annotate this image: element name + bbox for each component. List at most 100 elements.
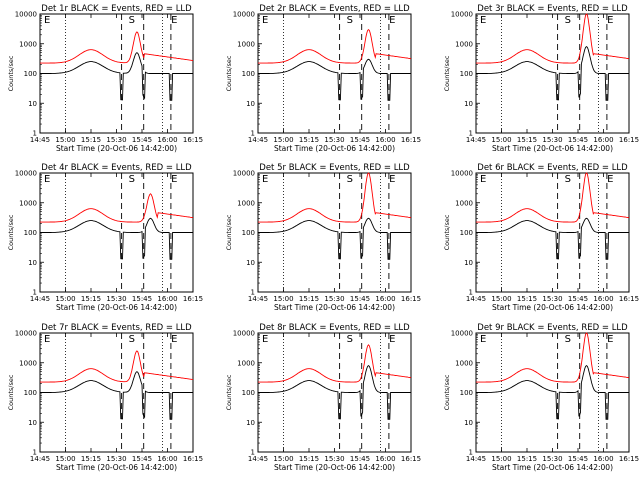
lld-series-line <box>40 350 194 383</box>
x-tick-label: 15:15 <box>299 455 319 463</box>
x-tick-label: 14:45 <box>30 455 50 463</box>
x-tick-label: 16:15 <box>619 295 639 303</box>
y-tick-label: 100 <box>242 70 255 78</box>
y-tick-label: 10000 <box>233 330 255 338</box>
y-tick-label: 10000 <box>451 170 473 178</box>
y-tick-label: 1000 <box>237 40 255 48</box>
lld-series-line <box>476 13 630 64</box>
x-tick-label: 15:30 <box>542 295 562 303</box>
x-tick-label: 15:45 <box>568 295 588 303</box>
events-series-line <box>476 364 629 420</box>
marker-label-s: S <box>129 334 135 345</box>
x-tick-label: 14:45 <box>466 295 486 303</box>
plot-frame <box>475 332 630 453</box>
panel-5r: Det 5r BLACK = Events, RED = LLD Counts/s… <box>225 163 421 312</box>
y-tick-label: 1000 <box>455 359 473 367</box>
y-tick-label: 1000 <box>237 199 255 207</box>
x-tick-label: 15:15 <box>299 136 319 144</box>
x-tick-label: 16:00 <box>157 295 177 303</box>
x-tick-label: 15:45 <box>132 136 152 144</box>
panel-3r: Det 3r BLACK = Events, RED = LLD Counts/s… <box>443 4 639 153</box>
y-tick-label: 100 <box>242 229 255 237</box>
marker-label-e: E <box>607 174 613 185</box>
lld-series-line <box>40 193 194 223</box>
x-tick-label: 15:30 <box>324 455 344 463</box>
events-series-line <box>258 364 411 420</box>
y-tick-label: 10 <box>246 419 255 427</box>
marker-label-e: E <box>171 334 177 345</box>
corner-marker-label: E <box>262 174 268 185</box>
y-tick-label: 1 <box>469 449 473 457</box>
marker-label-e: E <box>389 334 395 345</box>
x-tick-label: 16:00 <box>593 455 613 463</box>
marker-label-e: E <box>389 15 395 26</box>
x-tick-label: 15:15 <box>517 455 537 463</box>
panel-8r: Det 8r BLACK = Events, RED = LLD Counts/s… <box>225 323 421 472</box>
y-axis-label: Counts/sec <box>7 374 15 410</box>
marker-label-s: S <box>347 334 353 345</box>
x-tick-label: 15:45 <box>132 295 152 303</box>
x-tick-label: 15:00 <box>273 455 293 463</box>
x-axis-label: Start Time (20-Oct-06 14:42:00) <box>492 144 613 153</box>
panel-9r: Det 9r BLACK = Events, RED = LLD Counts/s… <box>443 323 639 472</box>
y-tick-label: 10000 <box>233 170 255 178</box>
y-axis-label: Counts/sec <box>225 55 233 91</box>
x-tick-label: 15:45 <box>568 136 588 144</box>
marker-label-s: S <box>565 15 571 26</box>
panel-4r: Det 4r BLACK = Events, RED = LLD Counts/s… <box>7 163 203 312</box>
panel-6r: Det 6r BLACK = Events, RED = LLD Counts/s… <box>443 163 639 312</box>
x-tick-label: 15:00 <box>491 136 511 144</box>
x-tick-label: 16:15 <box>401 455 421 463</box>
x-axis-label: Start Time (20-Oct-06 14:42:00) <box>274 144 395 153</box>
x-tick-label: 15:15 <box>517 295 537 303</box>
x-axis-label: Start Time (20-Oct-06 14:42:00) <box>56 303 177 312</box>
y-tick-label: 100 <box>460 389 473 397</box>
x-tick-label: 15:45 <box>350 136 370 144</box>
y-axis-label: Counts/sec <box>443 214 451 250</box>
x-tick-label: 15:30 <box>106 295 126 303</box>
plot-frame <box>39 172 194 293</box>
x-tick-label: 15:15 <box>81 136 101 144</box>
x-tick-label: 15:00 <box>273 295 293 303</box>
x-tick-label: 15:15 <box>81 295 101 303</box>
y-tick-label: 10 <box>464 100 473 108</box>
x-tick-label: 16:00 <box>375 136 395 144</box>
x-axis-label: Start Time (20-Oct-06 14:42:00) <box>492 303 613 312</box>
y-tick-label: 100 <box>460 229 473 237</box>
x-tick-label: 16:15 <box>183 136 203 144</box>
panel-title: Det 4r BLACK = Events, RED = LLD <box>41 163 192 173</box>
x-tick-label: 15:30 <box>542 455 562 463</box>
y-tick-label: 10 <box>28 419 37 427</box>
y-tick-label: 10000 <box>15 170 37 178</box>
events-series-line <box>476 45 629 101</box>
x-axis-label: Start Time (20-Oct-06 14:42:00) <box>492 463 613 472</box>
corner-marker-label: E <box>480 174 486 185</box>
y-tick-label: 10 <box>246 100 255 108</box>
panel-title: Det 2r BLACK = Events, RED = LLD <box>259 4 410 14</box>
x-tick-label: 15:15 <box>517 136 537 144</box>
y-tick-label: 1 <box>469 130 473 138</box>
y-tick-label: 10 <box>464 259 473 267</box>
x-tick-label: 15:00 <box>491 295 511 303</box>
corner-marker-label: E <box>262 15 268 26</box>
panel-title: Det 8r BLACK = Events, RED = LLD <box>259 323 410 333</box>
x-tick-label: 15:00 <box>55 455 75 463</box>
corner-marker-label: E <box>44 15 50 26</box>
x-tick-label: 15:45 <box>350 295 370 303</box>
plot-frame <box>257 13 412 134</box>
y-tick-label: 10000 <box>233 11 255 19</box>
y-tick-label: 1 <box>469 289 473 297</box>
marker-label-s: S <box>347 15 353 26</box>
marker-label-s: S <box>129 15 135 26</box>
lld-series-line <box>476 172 630 223</box>
x-tick-label: 14:45 <box>248 136 268 144</box>
x-tick-label: 15:30 <box>324 136 344 144</box>
x-tick-label: 14:45 <box>30 136 50 144</box>
y-tick-label: 1000 <box>455 199 473 207</box>
x-tick-label: 16:00 <box>375 455 395 463</box>
events-series-line <box>476 217 629 260</box>
x-tick-label: 14:45 <box>30 295 50 303</box>
x-tick-label: 14:45 <box>248 295 268 303</box>
x-tick-label: 15:45 <box>350 455 370 463</box>
x-tick-label: 16:15 <box>183 295 203 303</box>
